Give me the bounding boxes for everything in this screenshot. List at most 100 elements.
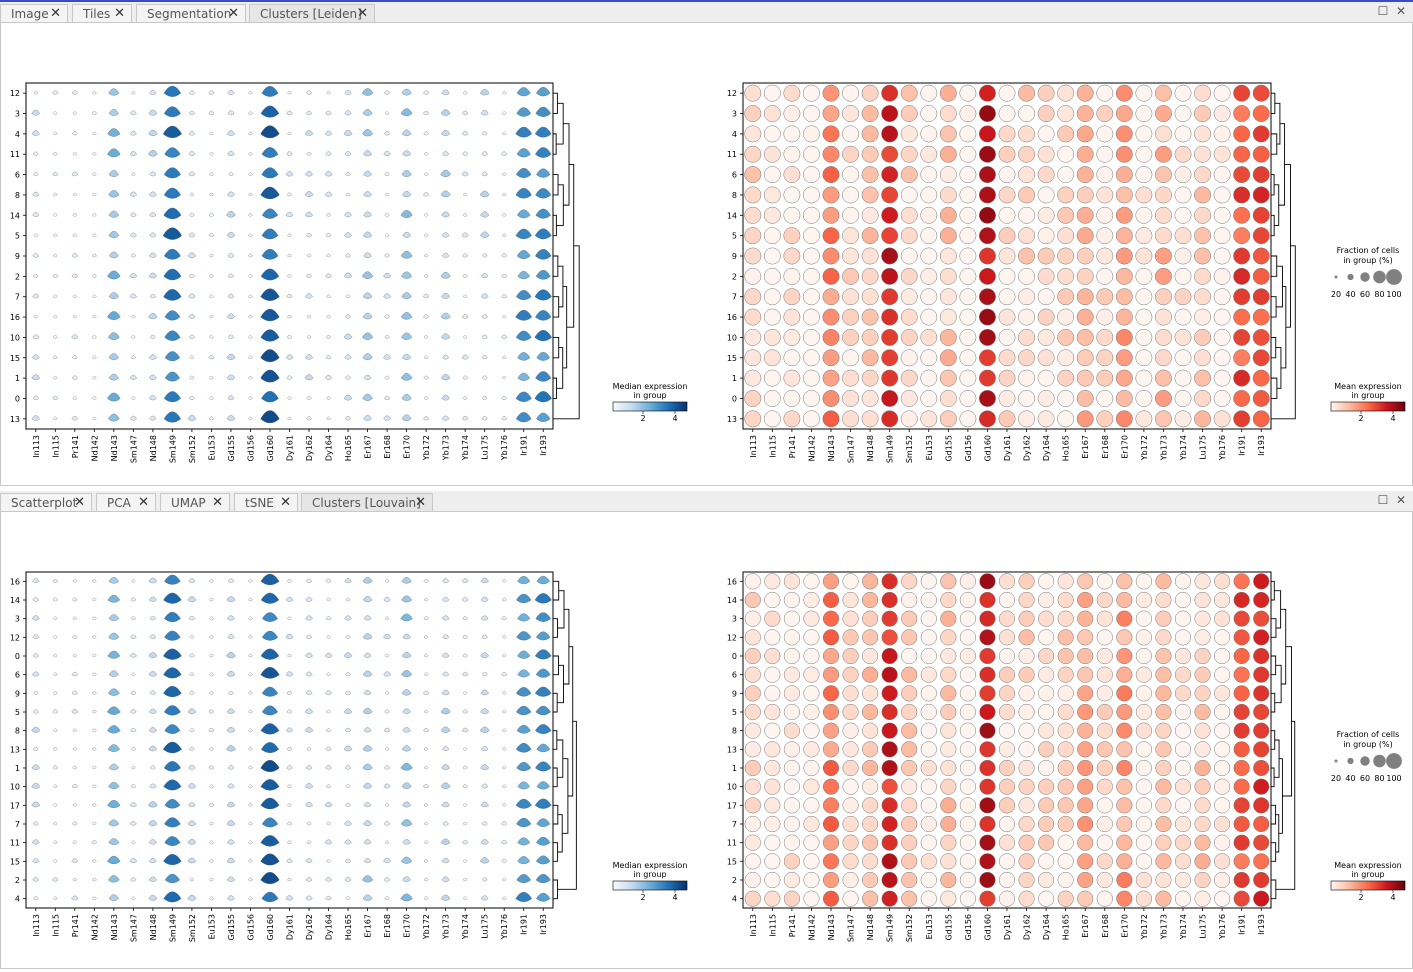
violin-shape (261, 686, 279, 697)
dot-marker (1038, 647, 1055, 665)
violin-shape (383, 150, 391, 156)
dot-row-label: 10 (727, 333, 737, 342)
dot-marker (783, 759, 800, 777)
violin-shape (108, 210, 120, 218)
dot-marker (901, 666, 918, 683)
maximize-icon[interactable]: ☐ (1377, 493, 1389, 507)
violin-shape (480, 708, 489, 714)
dot-marker (1194, 591, 1211, 609)
maximize-icon[interactable]: ☐ (1377, 4, 1389, 18)
tab-clusters-louvain[interactable]: Clusters [Louvain] ✕ (301, 493, 433, 511)
dot-marker (939, 349, 957, 367)
violin-shape (248, 131, 253, 136)
dot-marker (764, 666, 781, 683)
violin-shape (261, 85, 279, 97)
dot-marker (1213, 410, 1231, 428)
tab-pca[interactable]: PCA ✕ (96, 493, 156, 511)
dot-col-label: Ir191 (1238, 914, 1247, 935)
violin-shape (536, 168, 551, 178)
tab-tsne[interactable]: tSNE ✕ (234, 493, 298, 511)
dot-marker (1037, 166, 1055, 184)
close-icon[interactable]: ✕ (228, 6, 239, 21)
dot-marker (1213, 247, 1231, 265)
dot-marker (1174, 105, 1192, 122)
violin-shape (402, 708, 411, 714)
violin-shape (423, 803, 429, 807)
violin-shape (33, 314, 38, 319)
dot-marker (1076, 328, 1094, 346)
violin-shape (517, 837, 531, 846)
tab-segmentation[interactable]: Segmentation ✕ (136, 4, 246, 22)
tab-clusters-leiden[interactable]: Clusters [Leiden] ✕ (249, 4, 375, 22)
dot-marker (744, 685, 761, 702)
dot-marker (1037, 105, 1055, 122)
violin-col-label: Er168 (383, 435, 392, 459)
violin-shape (248, 152, 253, 156)
close-icon[interactable]: ✕ (357, 6, 368, 21)
violin-shape (306, 232, 312, 238)
dot-marker (1194, 871, 1211, 889)
violin-shape (189, 728, 195, 732)
violin-shape (209, 784, 214, 788)
close-icon[interactable]: ✕ (415, 495, 426, 510)
dot-marker (959, 741, 976, 758)
dot-marker (1096, 834, 1113, 851)
dot-marker (1077, 890, 1094, 907)
dendrogram-branch (557, 720, 577, 890)
violin-shape (71, 90, 78, 95)
close-icon[interactable]: ✕ (212, 495, 223, 510)
violin-shape (516, 761, 532, 772)
dot-marker (1096, 145, 1114, 163)
violin-col-label: Dy161 (286, 914, 295, 940)
close-icon[interactable]: ✕ (74, 495, 85, 510)
violin-shape (383, 633, 392, 640)
dot-marker (1018, 328, 1036, 346)
close-icon[interactable]: ✕ (114, 6, 125, 21)
dot-marker (959, 797, 976, 814)
violin-shape (461, 130, 469, 136)
close-icon[interactable]: ✕ (138, 495, 149, 510)
dot-marker (842, 685, 859, 702)
dot-marker (979, 759, 996, 777)
dot-marker (1115, 390, 1133, 407)
violin-shape (129, 273, 138, 279)
dot-marker (1057, 125, 1075, 143)
violin-row-label: 13 (10, 745, 20, 754)
tab-image[interactable]: Image ✕ (0, 4, 68, 22)
dot-marker (842, 834, 859, 851)
close-icon[interactable]: ✕ (280, 495, 291, 510)
violin-shape (383, 671, 391, 677)
violin-shape (306, 151, 312, 156)
tab-tiles[interactable]: Tiles ✕ (72, 4, 132, 22)
violin-shape (209, 396, 214, 400)
dot-marker (939, 145, 957, 163)
violin-shape (384, 616, 390, 620)
close-pane-icon[interactable]: ✕ (1395, 493, 1407, 507)
tab-umap[interactable]: UMAP ✕ (160, 493, 230, 511)
violin-col-label: Yb174 (461, 435, 470, 461)
dot-marker (1253, 591, 1270, 609)
violin-shape (482, 131, 488, 136)
violin-shape (209, 747, 214, 751)
close-pane-icon[interactable]: ✕ (1395, 4, 1407, 18)
violin-shape (362, 763, 373, 771)
tab-scatterplot[interactable]: Scatterplot ✕ (0, 493, 92, 511)
close-icon[interactable]: ✕ (50, 6, 61, 21)
dot-marker (764, 797, 781, 814)
violin-shape (189, 273, 195, 278)
dot-marker (881, 610, 898, 627)
violin-shape (108, 819, 120, 827)
violin-col-label: Er170 (403, 914, 412, 938)
dot-marker (900, 267, 918, 285)
dot-marker (1115, 247, 1133, 265)
dot-marker (1135, 610, 1152, 627)
dot-marker (822, 778, 840, 795)
tab-label: Clusters [Leiden] (260, 7, 362, 21)
dot-marker (959, 685, 976, 702)
dot-marker (763, 227, 781, 245)
dot-marker (979, 871, 996, 889)
dot-col-label: Pr141 (788, 435, 797, 458)
violin-shape (440, 782, 451, 789)
violin-shape (163, 891, 182, 903)
dot-marker (1214, 741, 1231, 758)
